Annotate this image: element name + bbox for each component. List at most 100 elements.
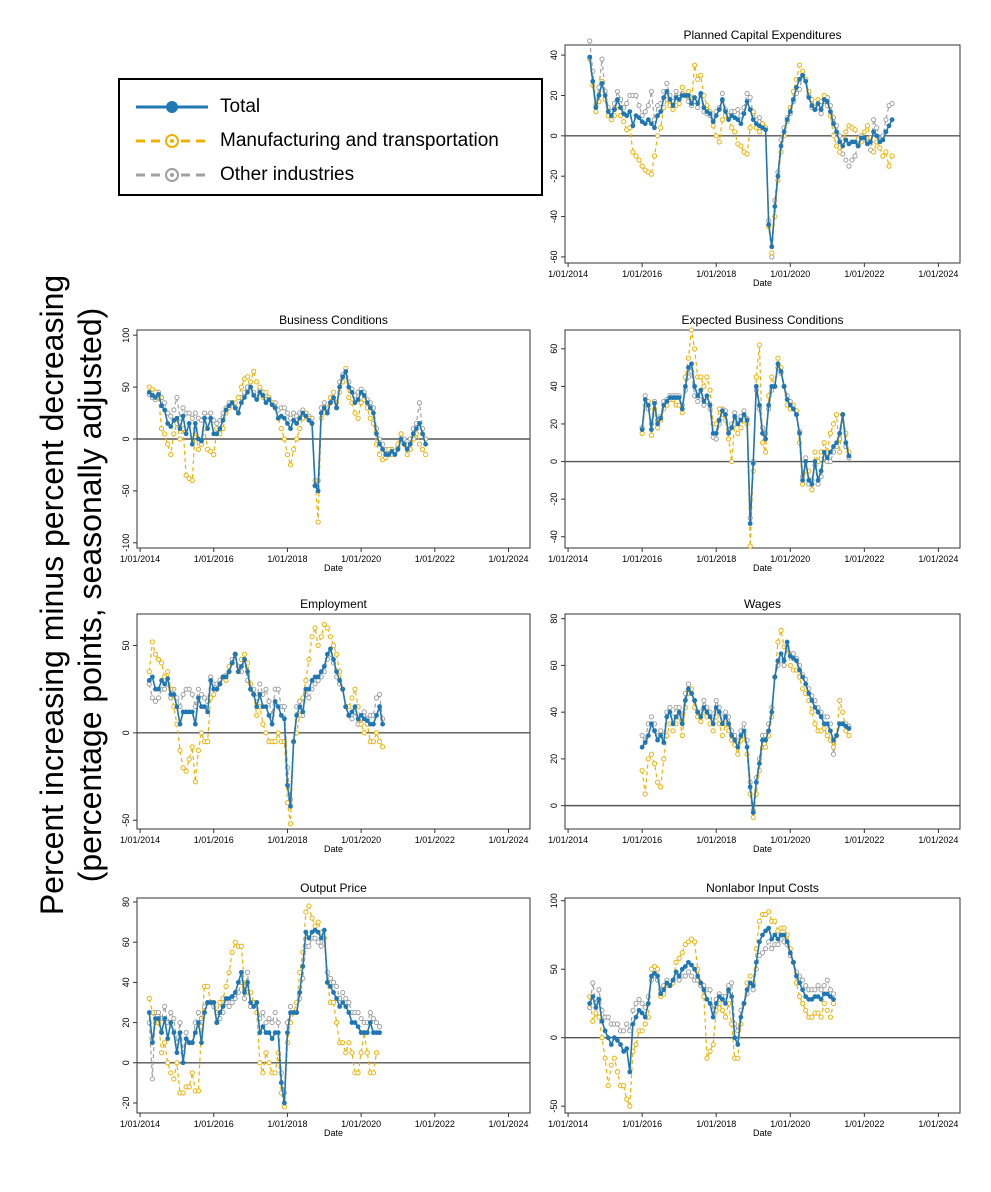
data-point-total — [723, 412, 728, 417]
data-point-manufacturing — [775, 355, 781, 361]
data-point-total — [294, 1010, 300, 1015]
data-point-total — [235, 669, 241, 675]
data-point-total — [664, 714, 670, 720]
data-point-other — [685, 969, 692, 975]
data-point-other — [756, 115, 763, 121]
data-point-manufacturing — [778, 627, 784, 633]
data-point-other — [376, 1023, 383, 1030]
series-line-total — [641, 641, 850, 813]
y-tick-label: -100 — [121, 534, 131, 552]
data-point-manufacturing — [870, 149, 877, 155]
x-tick-label: 1/01/2014 — [120, 554, 160, 564]
data-point-total — [827, 109, 833, 115]
data-point-total — [729, 425, 735, 431]
data-point-total — [846, 726, 852, 731]
data-point-total — [300, 410, 306, 416]
data-point-manufacturing — [651, 963, 658, 970]
data-point-total — [318, 410, 324, 416]
y-tick-label: 100 — [121, 328, 131, 343]
y-tick-label: 0 — [549, 1035, 559, 1040]
data-point-total — [346, 384, 352, 390]
data-point-other — [830, 991, 837, 997]
data-point-total — [815, 477, 821, 483]
data-point-total — [803, 994, 809, 999]
x-tick-label: 1/01/2016 — [622, 269, 662, 279]
data-point-manufacturing — [260, 721, 266, 727]
data-point-total — [315, 929, 321, 935]
data-point-total — [806, 95, 812, 100]
data-point-total — [171, 1030, 177, 1036]
y-tick-label: 40 — [549, 50, 559, 60]
data-point-manufacturing — [685, 88, 692, 95]
data-point-total — [183, 1036, 189, 1042]
data-point-total — [676, 395, 682, 401]
data-point-total — [797, 76, 802, 82]
data-point-total — [420, 431, 425, 437]
data-point-manufacturing — [370, 1070, 377, 1076]
data-point-total — [183, 431, 189, 437]
data-point-total — [649, 427, 654, 433]
data-point-total — [689, 691, 694, 696]
data-point-total — [738, 733, 744, 738]
data-point-other — [790, 651, 796, 657]
data-point-total — [627, 1069, 633, 1075]
data-point-other — [272, 1009, 278, 1016]
data-point-other — [824, 714, 830, 720]
data-point-manufacturing — [707, 387, 713, 393]
x-tick-label: 1/01/2016 — [194, 1119, 234, 1129]
data-point-total — [297, 415, 303, 421]
data-point-total — [794, 84, 799, 90]
data-point-total — [269, 721, 275, 727]
data-point-total — [704, 393, 710, 399]
data-point-total — [297, 704, 303, 710]
data-point-manufacturing — [312, 923, 318, 929]
data-point-manufacturing — [880, 153, 886, 159]
chart-panel-7: Nonlabor Input Costs 100 50 0 -50 1/01/2014 1/… — [548, 881, 961, 1138]
data-point-total — [800, 674, 806, 680]
series-line-manufacturing — [148, 623, 384, 824]
data-point-manufacturing — [605, 1083, 611, 1089]
data-point-total — [294, 712, 300, 718]
data-point-other — [343, 995, 349, 1002]
data-point-total — [223, 674, 229, 680]
data-point-other — [180, 405, 186, 411]
y-tick-label: 0 — [121, 1060, 131, 1065]
data-point-total — [719, 721, 725, 727]
series-line-total — [148, 929, 380, 1104]
data-point-total — [608, 113, 614, 119]
data-point-total — [778, 143, 784, 149]
data-point-total — [713, 1001, 719, 1006]
data-point-total — [682, 383, 688, 389]
data-point-total — [324, 979, 330, 985]
data-point-total — [389, 449, 395, 454]
data-point-other — [275, 686, 281, 692]
data-point-total — [146, 389, 152, 395]
data-point-other — [889, 100, 895, 107]
x-axis-label: Date — [753, 1128, 772, 1138]
data-point-total — [608, 1042, 614, 1047]
data-point-manufacturing — [719, 732, 725, 739]
data-point-manufacturing — [698, 72, 704, 78]
data-point-total — [275, 704, 281, 710]
data-point-total — [861, 135, 867, 141]
data-point-total — [670, 103, 676, 108]
data-point-total — [809, 481, 815, 487]
data-point-other — [667, 704, 673, 711]
data-point-other — [849, 157, 855, 163]
data-point-manufacturing — [692, 939, 698, 945]
data-point-total — [713, 430, 719, 436]
data-point-total — [763, 436, 768, 442]
data-point-manufacturing — [710, 123, 716, 129]
x-tick-label: 1/01/2014 — [120, 1119, 160, 1129]
data-point-manufacturing — [171, 431, 177, 437]
data-point-manufacturing — [183, 768, 189, 774]
data-point-total — [757, 939, 762, 945]
x-tick-label: 1/01/2018 — [267, 554, 307, 564]
data-point-manufacturing — [679, 84, 685, 90]
data-point-total — [652, 400, 657, 406]
data-point-total — [404, 446, 410, 452]
data-point-total — [220, 1004, 226, 1009]
data-point-total — [285, 421, 290, 426]
data-point-total — [627, 109, 633, 115]
data-point-total — [750, 117, 756, 123]
